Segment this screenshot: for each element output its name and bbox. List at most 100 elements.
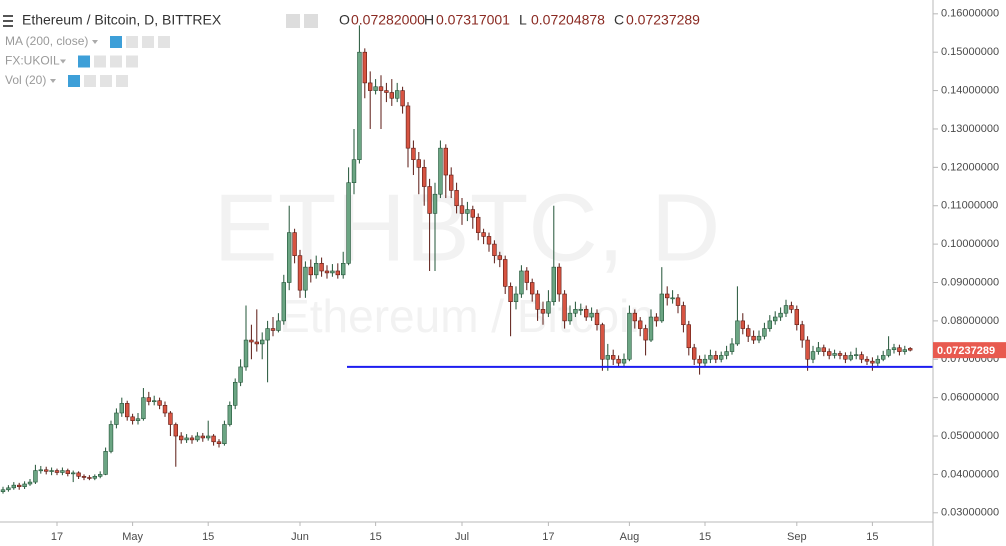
candle-body <box>227 405 232 425</box>
candle-body <box>627 312 632 360</box>
candle-body <box>880 355 886 360</box>
add-icon[interactable] <box>110 55 122 68</box>
candle-body <box>610 355 616 360</box>
candle-body <box>276 320 281 331</box>
ohlc-label: O <box>339 12 350 28</box>
candle-body <box>745 328 751 337</box>
remove-icon[interactable] <box>116 75 128 87</box>
candle-body <box>859 354 864 360</box>
remove-icon[interactable] <box>158 36 170 48</box>
candle-body <box>616 358 621 364</box>
x-tick-label: Jul <box>455 531 469 543</box>
candle-body <box>713 355 719 360</box>
y-tick-label: 0.11000000 <box>941 200 998 212</box>
dropdown-arrow[interactable] <box>92 40 98 44</box>
candle-body <box>821 347 827 352</box>
candle-body <box>38 469 44 472</box>
candle-body <box>297 255 303 291</box>
candle-body <box>448 174 454 191</box>
candle-body <box>691 347 697 360</box>
candle-body <box>659 293 665 322</box>
x-tick-label: May <box>122 531 143 543</box>
candle-body <box>400 90 405 107</box>
candle-body <box>16 484 22 487</box>
x-tick-label: 15 <box>699 531 711 543</box>
visibility-icon[interactable] <box>110 36 122 48</box>
ohlc-label: L <box>519 12 527 28</box>
candle-body <box>902 349 908 352</box>
settings-icon[interactable] <box>286 14 300 28</box>
candle-body <box>119 403 125 414</box>
candle-body <box>708 355 713 360</box>
candle-body <box>254 341 259 345</box>
candle-body <box>189 437 195 441</box>
candle-body <box>346 182 351 264</box>
candle-body <box>848 355 854 360</box>
settings-icon[interactable] <box>84 75 96 87</box>
y-tick-label: 0.09000000 <box>941 276 999 288</box>
candle-body <box>735 320 740 345</box>
candle-body <box>243 339 249 368</box>
candle-body <box>799 324 805 341</box>
candle-body <box>259 339 265 345</box>
candle-body <box>65 470 71 474</box>
candle-body <box>146 397 151 402</box>
ohlc-label: H <box>424 12 434 28</box>
visibility-icon[interactable] <box>78 55 90 68</box>
candle-body <box>637 320 643 329</box>
dropdown-arrow[interactable] <box>60 59 66 64</box>
visibility-icon[interactable] <box>68 75 80 87</box>
dropdown-arrow[interactable] <box>50 79 56 83</box>
candle-body <box>778 312 783 318</box>
candle-body <box>330 270 335 274</box>
candle-body <box>546 301 551 314</box>
candle-body <box>459 205 465 214</box>
candle-body <box>794 309 800 326</box>
candle-body <box>589 312 594 318</box>
candle-body <box>751 335 756 341</box>
add-icon[interactable] <box>142 36 154 48</box>
add-icon[interactable] <box>100 75 112 87</box>
candle-body <box>502 259 508 287</box>
remove-icon[interactable] <box>126 55 138 68</box>
candle-body <box>11 484 16 489</box>
candle-body <box>238 366 243 383</box>
candle-body <box>718 355 724 360</box>
candle-body <box>654 316 659 322</box>
settings-icon[interactable] <box>126 36 138 48</box>
candle-body <box>772 316 778 322</box>
candle-body <box>724 351 729 356</box>
y-tick-label: 0.10000000 <box>941 238 999 250</box>
candle-body <box>475 216 481 233</box>
candle-body <box>556 266 562 295</box>
settings-icon[interactable] <box>304 14 318 28</box>
candle-body <box>303 266 308 291</box>
candle-body <box>308 266 313 276</box>
candle-body <box>135 418 141 421</box>
candle-body <box>551 266 557 302</box>
candle-body <box>324 270 330 274</box>
candle-body <box>783 305 789 314</box>
candle-body <box>562 293 567 322</box>
candle-body <box>702 358 708 364</box>
candle-body <box>816 347 821 352</box>
candle-body <box>60 470 65 473</box>
candle-body <box>108 424 114 452</box>
candle-body <box>49 470 54 472</box>
candle-body <box>643 328 648 341</box>
candle-body <box>6 487 11 491</box>
menu-icon[interactable] <box>3 15 13 27</box>
settings-icon[interactable] <box>94 55 106 68</box>
candle-body <box>535 293 540 310</box>
candle-body <box>292 232 297 256</box>
candle-body <box>281 282 286 322</box>
candle-body <box>249 339 254 343</box>
candle-body <box>605 355 611 360</box>
candle-body <box>384 90 389 93</box>
y-tick-label: 0.16000000 <box>941 8 999 20</box>
candle-body <box>286 232 292 283</box>
indicators: MA (200, close) FX:UKOIL Vol (20) <box>5 34 170 87</box>
candle-body <box>27 481 33 485</box>
candle-body <box>222 424 227 444</box>
candle-body <box>886 349 891 356</box>
